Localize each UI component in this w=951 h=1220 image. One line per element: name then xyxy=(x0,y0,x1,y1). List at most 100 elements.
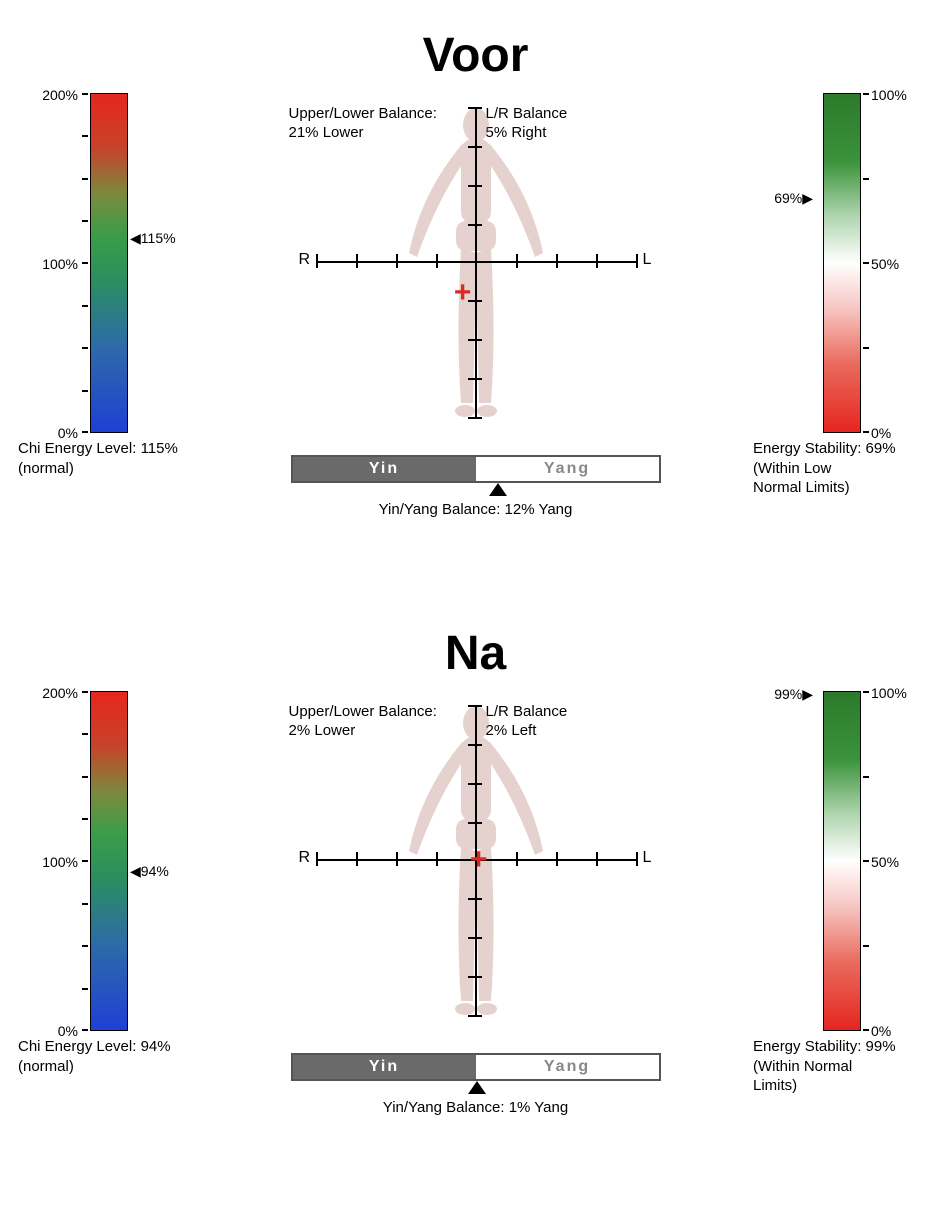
chi-tick xyxy=(82,691,88,693)
stability-caption: Energy Stability: 69% (Within Low Normal… xyxy=(753,439,933,498)
chi-caption: Chi Energy Level: 94% (normal) xyxy=(18,1037,198,1076)
chi-tick xyxy=(82,262,88,264)
content-row: 200% 100% 0% ◀115% Chi Energy Level: 115… xyxy=(0,93,951,548)
axis-tick xyxy=(468,146,482,148)
axis-tick xyxy=(396,852,398,866)
axis-tick xyxy=(468,417,482,419)
stab-tick xyxy=(863,178,869,180)
axis-tick xyxy=(468,898,482,900)
yin-yang-bar: Yin Yang Yin/Yang Balance: 12% Yang xyxy=(291,455,661,518)
stab-tick-label: 0% xyxy=(871,425,891,441)
stability-gauge: 100% 50% 0% 69%▶ Energy Stability: 69% (… xyxy=(753,93,933,498)
chi-tick xyxy=(82,135,88,137)
axis-tick xyxy=(356,852,358,866)
stab-caption-line: (Within Normal xyxy=(753,1057,933,1077)
yang-label: Yang xyxy=(476,1055,659,1079)
axis-tick xyxy=(516,254,518,268)
yin-yang-bar: Yin Yang Yin/Yang Balance: 1% Yang xyxy=(291,1053,661,1116)
chi-gauge-bar-wrap: 200% 100% 0% ◀115% xyxy=(18,93,198,433)
axis-tick xyxy=(636,852,638,866)
axis-tick xyxy=(468,822,482,824)
chi-tick-label: 100% xyxy=(18,854,78,870)
plot-area: Upper/Lower Balance: 2% Lower L/R Balanc… xyxy=(261,691,691,1031)
stability-gauge-bar-wrap: 100% 50% 0% 99%▶ xyxy=(753,691,933,1031)
axis-tick xyxy=(468,339,482,341)
axis-tick xyxy=(436,254,438,268)
balance-cross-marker: + xyxy=(454,281,472,305)
axis-tick xyxy=(596,852,598,866)
stab-caption-line: Energy Stability: 69% xyxy=(753,439,933,459)
chi-marker-value: 94% xyxy=(141,863,169,879)
section-title: Voor xyxy=(0,0,951,93)
axis-tick xyxy=(316,852,318,866)
chi-tick xyxy=(82,733,88,735)
chi-tick-label: 200% xyxy=(18,685,78,701)
chi-tick xyxy=(82,860,88,862)
chi-tick xyxy=(82,818,88,820)
yin-yang-pointer xyxy=(468,1081,486,1094)
axis-tick xyxy=(636,254,638,268)
chi-caption-line: (normal) xyxy=(18,1057,198,1077)
body-balance-plot: Upper/Lower Balance: 2% Lower L/R Balanc… xyxy=(261,691,691,1116)
stability-marker-value: 99% xyxy=(774,686,802,702)
yin-yang-track: Yin Yang xyxy=(291,455,661,483)
section-title: Na xyxy=(0,598,951,691)
stab-tick xyxy=(863,691,869,693)
axis-tick xyxy=(396,254,398,268)
chi-tick xyxy=(82,178,88,180)
axis-tick xyxy=(556,254,558,268)
stab-tick xyxy=(863,93,869,95)
chi-marker: ◀115% xyxy=(130,231,176,245)
chi-caption-line: (normal) xyxy=(18,459,198,479)
stab-caption-line: Limits) xyxy=(753,1076,933,1096)
axis-r-label: R xyxy=(299,849,311,867)
chi-tick xyxy=(82,945,88,947)
chi-tick-label: 0% xyxy=(18,1023,78,1039)
stab-tick xyxy=(863,860,869,862)
axis-tick xyxy=(468,185,482,187)
axis-tick xyxy=(468,976,482,978)
axis-tick xyxy=(468,705,482,707)
stability-marker: 69%▶ xyxy=(774,191,813,205)
yin-yang-pointer xyxy=(489,483,507,496)
stability-caption: Energy Stability: 99% (Within Normal Lim… xyxy=(753,1037,933,1096)
stab-caption-line: (Within Low xyxy=(753,459,933,479)
stab-tick xyxy=(863,776,869,778)
chi-tick-label: 0% xyxy=(18,425,78,441)
chi-tick xyxy=(82,903,88,905)
chi-tick-label: 100% xyxy=(18,256,78,272)
chi-tick xyxy=(82,305,88,307)
axis-tick xyxy=(468,783,482,785)
axis-l-label: L xyxy=(643,849,652,867)
chi-marker: ◀94% xyxy=(130,864,169,878)
axis-tick xyxy=(556,852,558,866)
stability-gauge-bar-wrap: 100% 50% 0% 69%▶ xyxy=(753,93,933,433)
axis-tick xyxy=(596,254,598,268)
axis-tick xyxy=(468,224,482,226)
stab-caption-line: Normal Limits) xyxy=(753,478,933,498)
stability-gradient-bar xyxy=(823,691,861,1031)
chi-gradient-bar xyxy=(90,93,128,433)
chi-gauge: 200% 100% 0% ◀115% Chi Energy Level: 115… xyxy=(18,93,198,478)
stab-tick xyxy=(863,347,869,349)
stab-tick-label: 50% xyxy=(871,854,899,870)
axis-tick xyxy=(468,937,482,939)
chi-caption: Chi Energy Level: 115% (normal) xyxy=(18,439,198,478)
stab-tick xyxy=(863,1029,869,1031)
stab-caption-line: Energy Stability: 99% xyxy=(753,1037,933,1057)
chi-tick xyxy=(82,776,88,778)
yang-label: Yang xyxy=(476,457,659,481)
stab-tick xyxy=(863,431,869,433)
yin-label: Yin xyxy=(293,457,476,481)
yin-yang-track: Yin Yang xyxy=(291,1053,661,1081)
axis-horizontal xyxy=(316,261,636,263)
axis-l-label: L xyxy=(643,251,652,269)
axis-tick xyxy=(468,1015,482,1017)
stability-marker: 99%▶ xyxy=(774,687,813,701)
chi-tick xyxy=(82,431,88,433)
stab-tick xyxy=(863,945,869,947)
content-row: 200% 100% 0% ◀94% Chi Energy Level: 94% … xyxy=(0,691,951,1146)
chi-tick xyxy=(82,93,88,95)
axis-tick xyxy=(468,744,482,746)
axis-tick xyxy=(516,852,518,866)
